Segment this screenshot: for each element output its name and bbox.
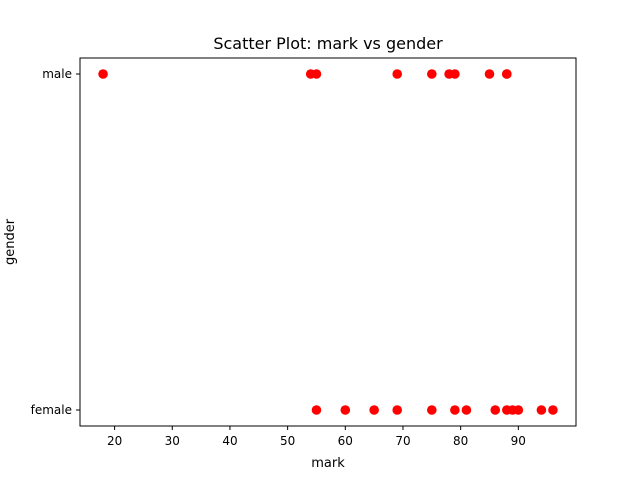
data-point xyxy=(392,405,403,415)
y-tick-label: female xyxy=(31,403,72,417)
plot-area xyxy=(79,57,577,427)
data-point xyxy=(548,405,558,415)
data-point xyxy=(536,405,547,415)
x-tick-label: 90 xyxy=(511,434,526,448)
data-point xyxy=(461,405,472,415)
data-point xyxy=(311,69,322,79)
data-point xyxy=(392,69,403,79)
y-axis-label: gender xyxy=(3,218,18,265)
data-point xyxy=(501,69,512,79)
x-tick-label: 50 xyxy=(280,434,295,448)
data-point xyxy=(427,69,437,79)
data-point xyxy=(490,405,501,415)
data-point xyxy=(427,405,437,415)
chart-title: Scatter Plot: mark vs gender xyxy=(213,34,443,53)
data-point xyxy=(450,405,460,415)
data-point xyxy=(513,405,524,415)
y-tick-label: male xyxy=(42,67,72,81)
y-axis: female male xyxy=(31,67,80,417)
x-tick-label: 30 xyxy=(165,434,180,448)
data-point xyxy=(311,405,322,415)
x-tick-label: 20 xyxy=(107,434,122,448)
x-tick-label: 60 xyxy=(338,434,353,448)
data-points xyxy=(98,69,558,415)
data-point xyxy=(340,405,351,415)
x-axis: 20 30 40 50 60 70 80 90 xyxy=(107,426,526,448)
x-tick-label: 80 xyxy=(453,434,468,448)
x-tick-label: 70 xyxy=(395,434,410,448)
x-axis-label: mark xyxy=(311,456,345,471)
x-tick-label: 40 xyxy=(222,434,237,448)
data-point xyxy=(369,405,379,415)
data-point xyxy=(98,69,108,79)
data-point xyxy=(484,69,495,79)
data-point xyxy=(450,69,460,79)
